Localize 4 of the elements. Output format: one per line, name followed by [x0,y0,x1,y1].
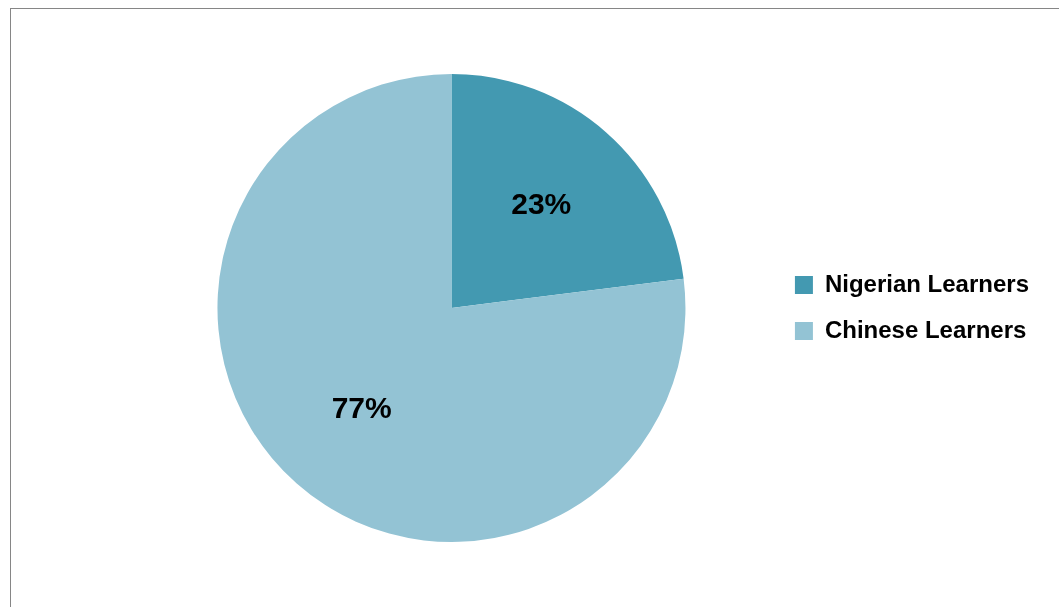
legend-label: Chinese Learners [824,315,1027,343]
data-label: 23% [511,187,572,221]
legend-label: Nigerian Learners [824,269,1030,297]
data-label: 77% [331,391,392,425]
